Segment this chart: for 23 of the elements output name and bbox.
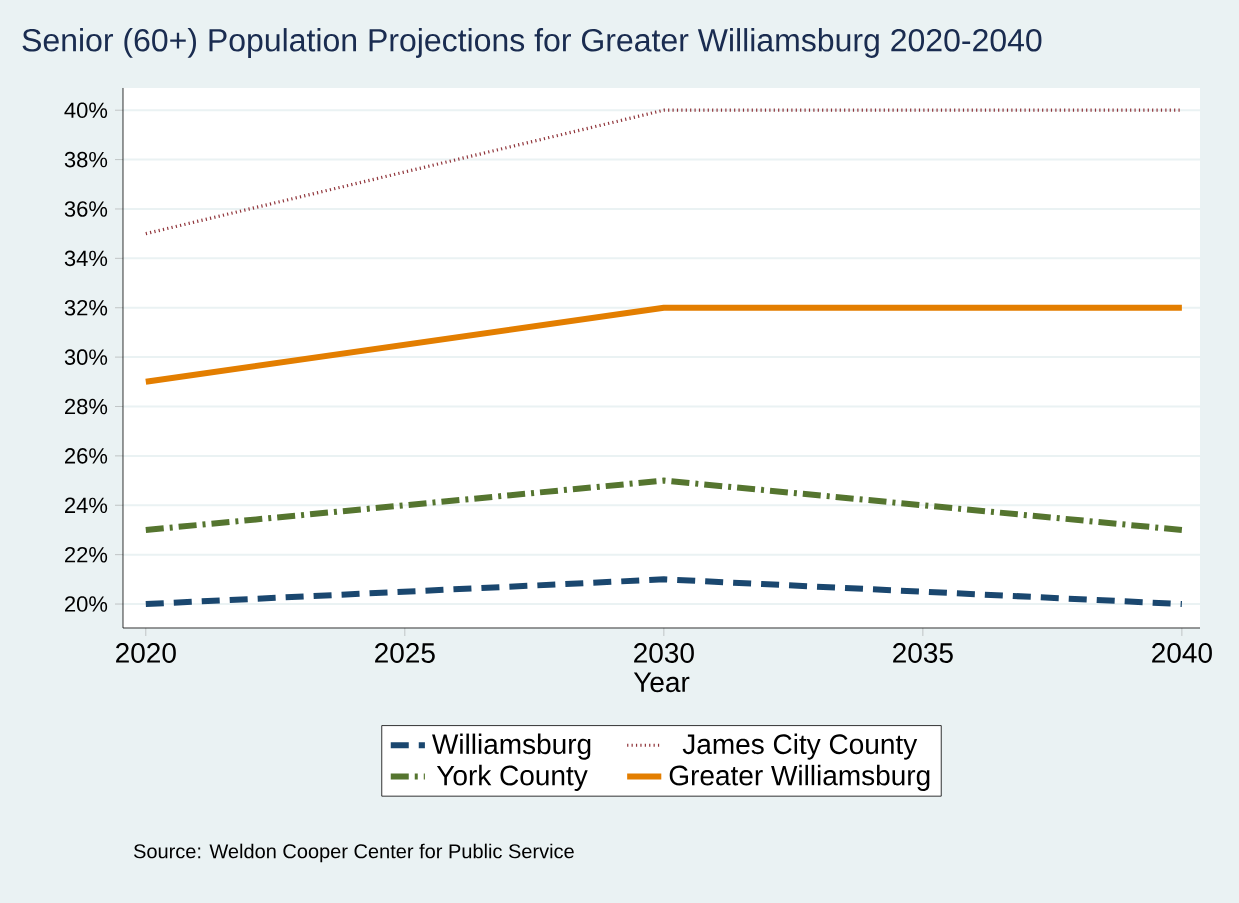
legend-label: Greater Williamsburg	[669, 764, 930, 791]
source-note: Source: Weldon Cooper Center for Public Service	[133, 843, 574, 863]
y-tick-label: 24%	[65, 497, 108, 514]
y-tick-label: 22%	[65, 546, 108, 563]
chart-title: Senior (60+) Population Projections for Greater Williamsburg 2020-2040	[22, 28, 1042, 58]
x-axis-title: Year	[633, 672, 690, 693]
y-tick-label: 34%	[64, 250, 108, 267]
y-tick-label: 30%	[64, 349, 108, 365]
legend-label: Williamsburg	[432, 733, 591, 760]
y-tick-label: 40%	[64, 102, 108, 118]
x-tick-label: 2025	[375, 643, 435, 663]
x-tick-label: 2020	[116, 643, 176, 663]
y-tick-label: 20%	[65, 596, 108, 612]
legend-label: York County	[436, 764, 588, 791]
y-tick-label: 32%	[64, 299, 108, 316]
legend-label: James City County	[682, 733, 918, 760]
x-tick-label: 2040	[1152, 643, 1212, 663]
x-tick-label: 2035	[893, 643, 953, 663]
y-tick-label: 26%	[65, 448, 108, 464]
y-tick-label: 38%	[64, 151, 108, 168]
y-tick-label: 28%	[65, 398, 108, 415]
x-tick-label: 2030	[634, 643, 694, 663]
y-tick-label: 36%	[64, 201, 108, 217]
